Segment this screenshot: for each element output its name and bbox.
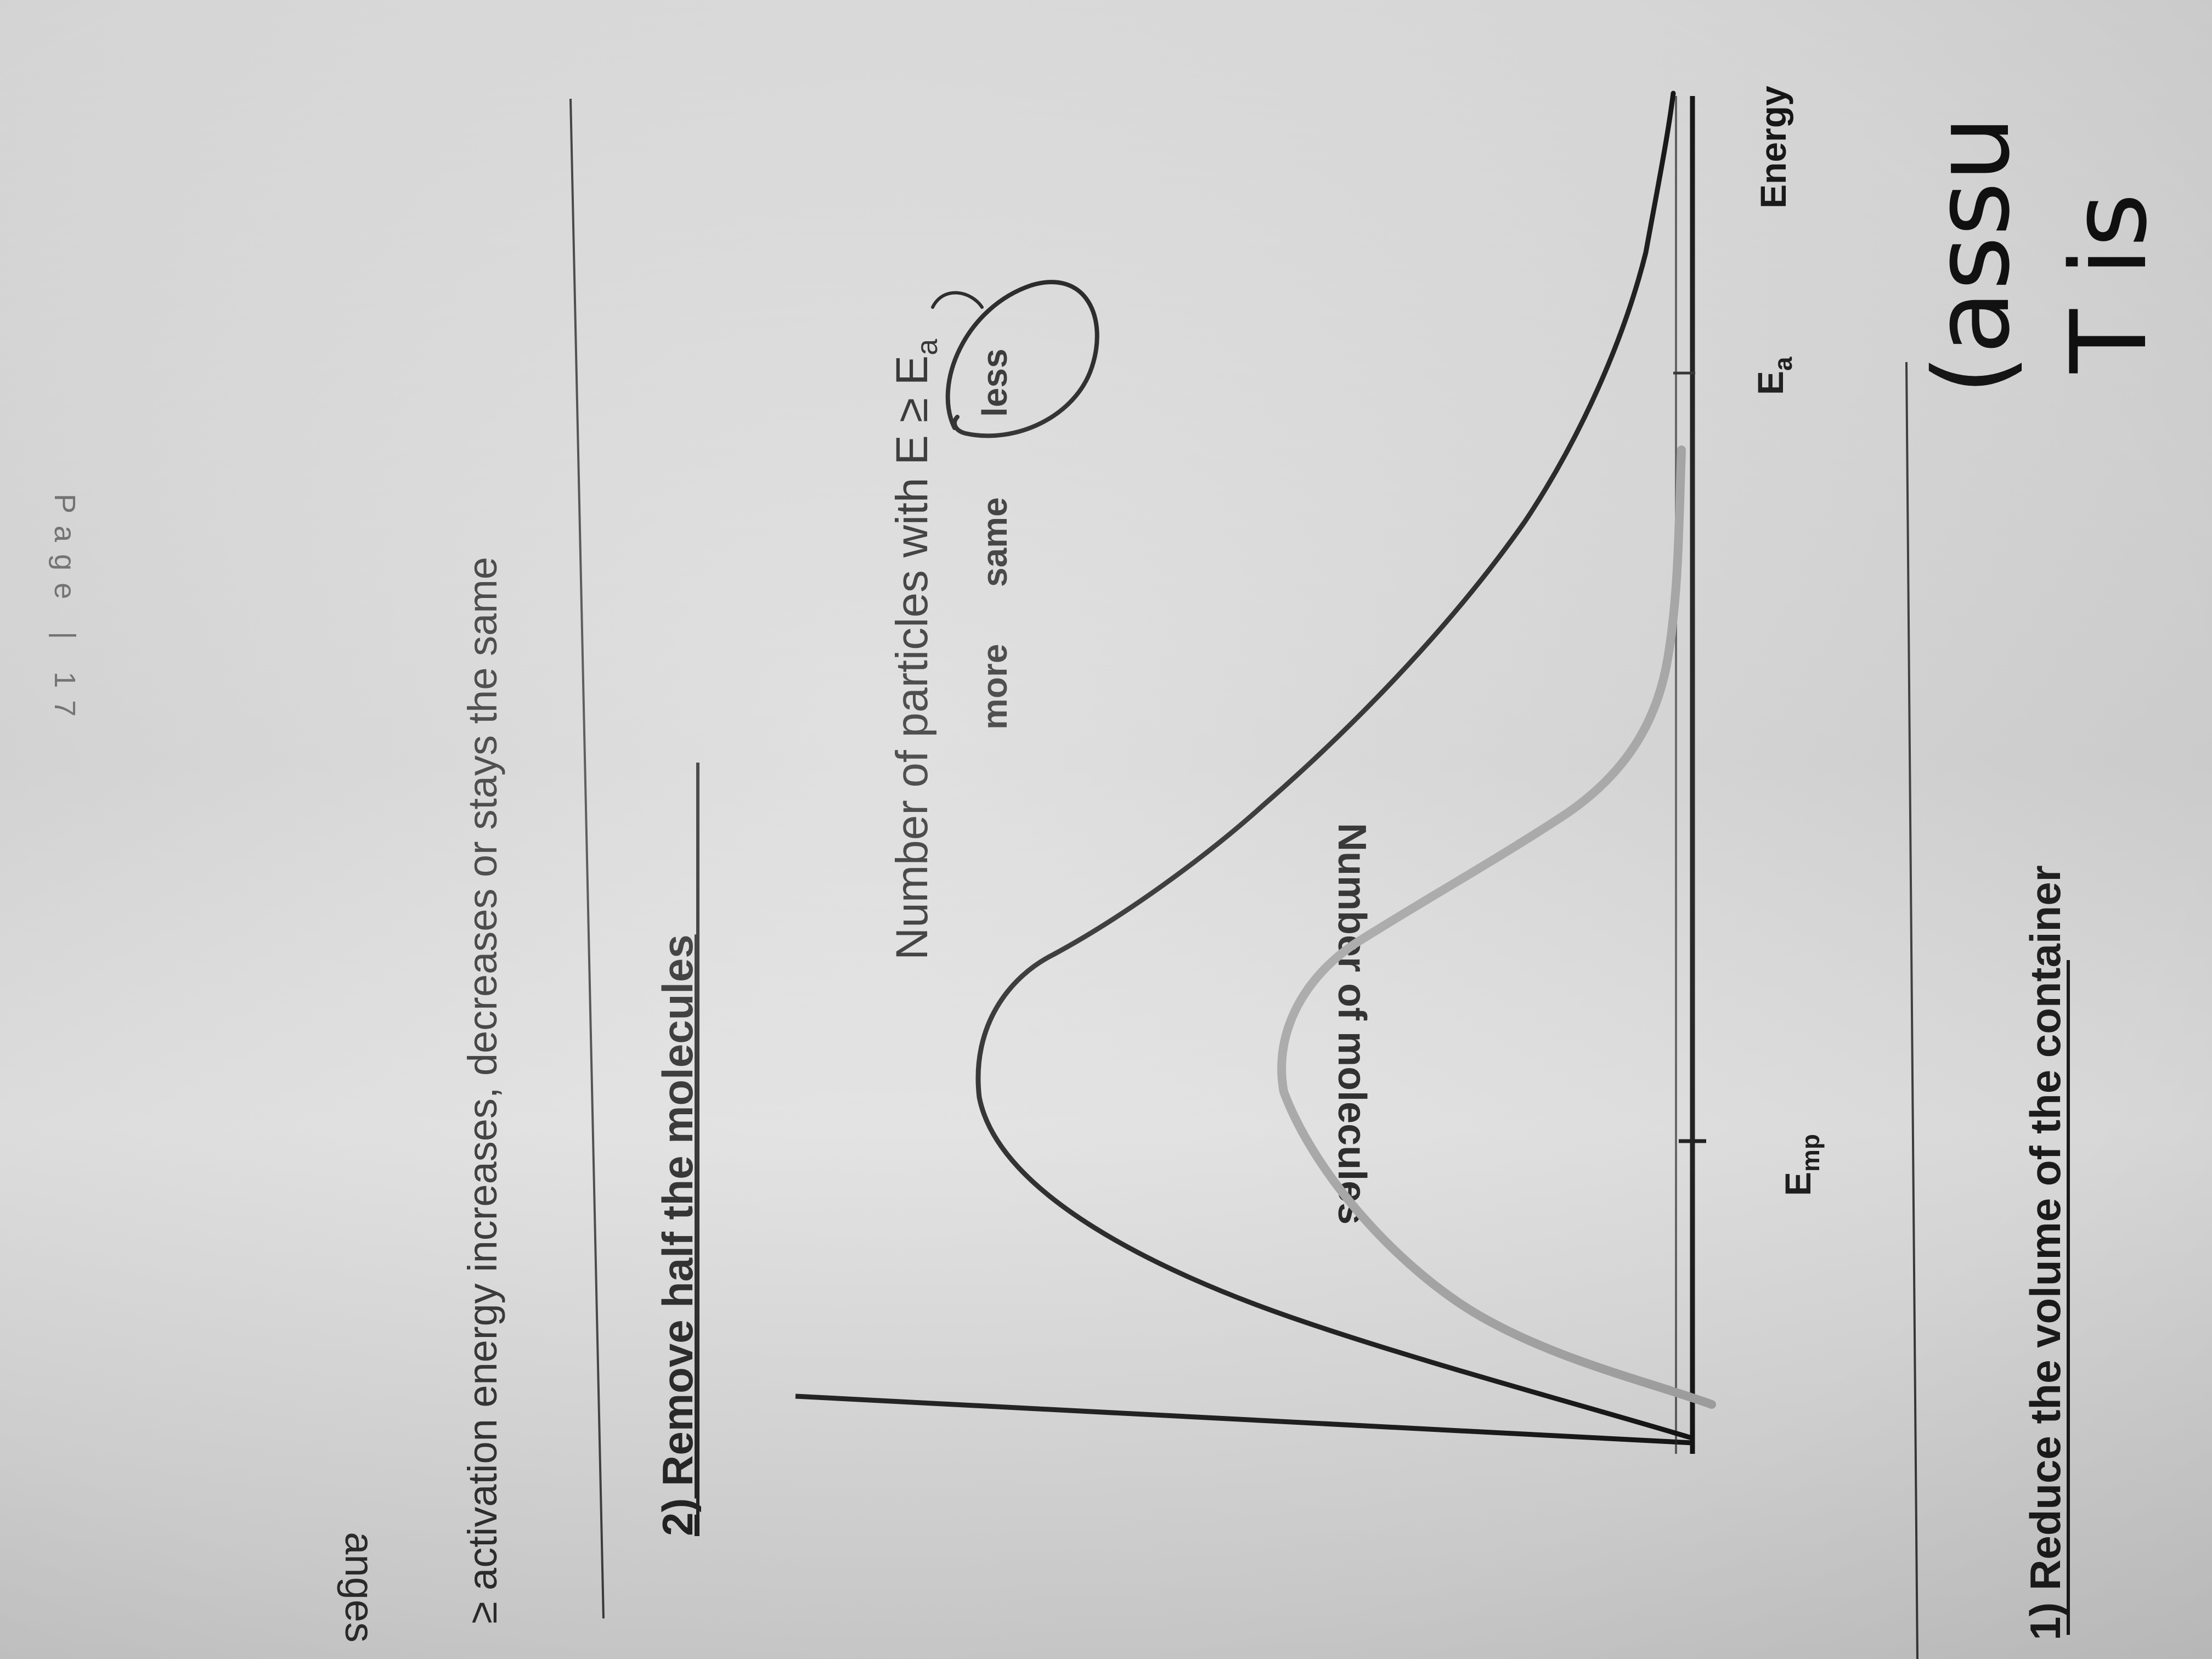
circle-annotation-tail: [931, 291, 984, 309]
option-same[interactable]: same: [975, 497, 1014, 587]
ea-label: Ea: [1750, 357, 1797, 395]
question-text: Number of particles with E ≥ Ea: [887, 338, 944, 960]
section-3-heading: 1) Reduce the volume of the container: [2021, 865, 2069, 1640]
option-less[interactable]: less: [975, 348, 1014, 417]
half-molecules-curve[interactable]: [1277, 445, 1716, 1409]
page-number: Page | 17: [48, 494, 81, 729]
section-3-divider: [1905, 362, 1918, 1659]
section-2-heading: 2) Remove half the molecules: [653, 934, 702, 1536]
y-axis: [795, 1393, 1693, 1446]
handwriting-line-2: T is: [2049, 193, 2170, 374]
section-heading-fragment: anges: [337, 1532, 382, 1643]
original-distribution-curve[interactable]: [975, 91, 1692, 1440]
option-more[interactable]: more: [975, 644, 1014, 730]
y-axis-label: Number of molecules: [1330, 823, 1374, 1224]
emp-label: Emp: [1778, 1134, 1825, 1196]
section-1-text: ≥ activation energy increases, decreases…: [460, 557, 505, 1624]
handwriting-line-1: (assu: [1911, 116, 2033, 395]
question-group: Number of particles with E ≥ Ea: [887, 338, 944, 960]
section-divider: [569, 98, 605, 1619]
x-axis-label: Energy: [1753, 86, 1793, 208]
circle-annotation: [945, 280, 1099, 438]
